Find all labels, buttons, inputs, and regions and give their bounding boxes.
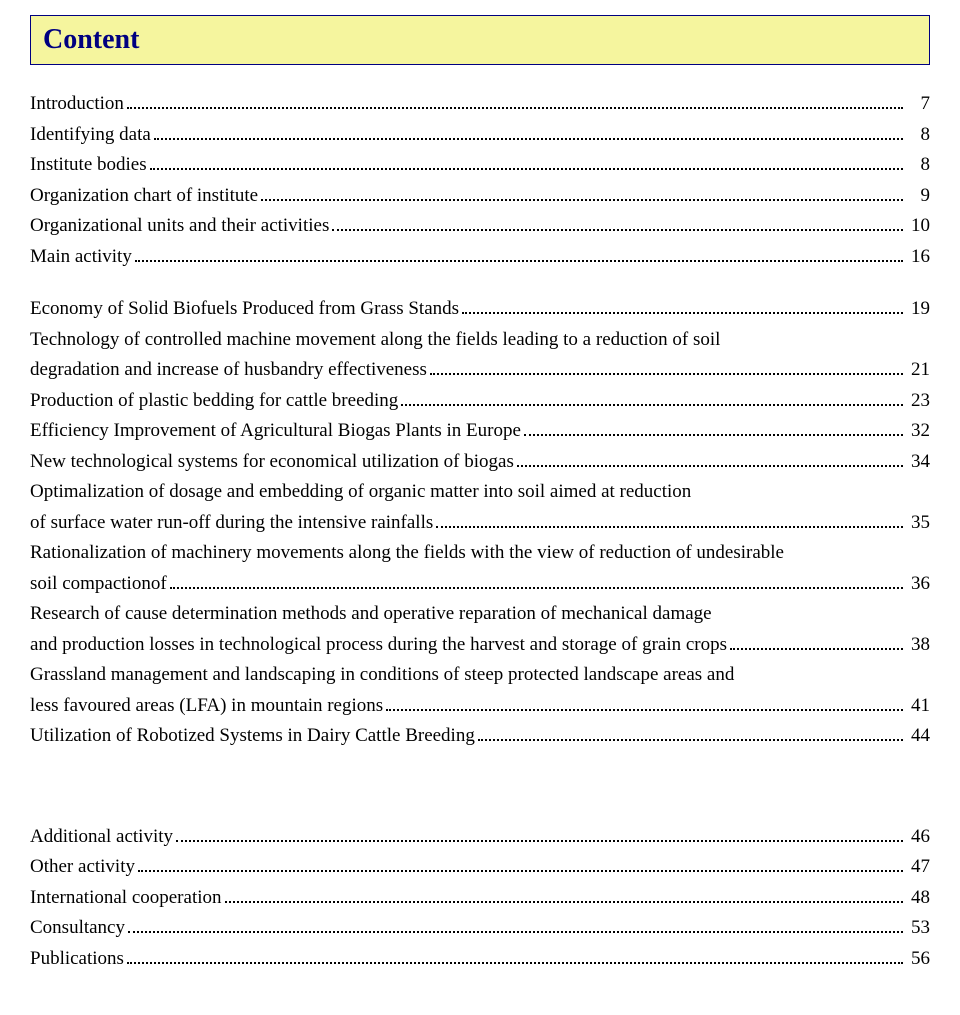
toc-leader-dots bbox=[401, 404, 903, 406]
toc-entry-page: 9 bbox=[906, 182, 930, 211]
toc-entry-label: soil compactionof bbox=[30, 570, 167, 599]
toc-leader-dots bbox=[150, 168, 903, 170]
title-box: Content bbox=[30, 15, 930, 65]
toc-entry: and production losses in technological p… bbox=[30, 631, 930, 660]
toc-entry: Economy of Solid Biofuels Produced from … bbox=[30, 295, 930, 324]
toc-entry-label: Publications bbox=[30, 945, 124, 974]
toc-entry-label: Organization chart of institute bbox=[30, 182, 258, 211]
toc-entry: Utilization of Robotized Systems in Dair… bbox=[30, 722, 930, 751]
toc-entry-page: 53 bbox=[906, 914, 930, 943]
toc-entry: Organization chart of institute 9 bbox=[30, 182, 930, 211]
toc-entry-label: Main activity bbox=[30, 243, 132, 272]
toc-leader-dots bbox=[138, 870, 903, 872]
page-title: Content bbox=[43, 24, 917, 56]
toc-entry: Organizational units and their activitie… bbox=[30, 212, 930, 241]
toc-entry-page: 44 bbox=[906, 722, 930, 751]
toc-entry-line: Research of cause determination methods … bbox=[30, 600, 930, 629]
toc-entry-page: 34 bbox=[906, 448, 930, 477]
toc-entry-label: Economy of Solid Biofuels Produced from … bbox=[30, 295, 459, 324]
toc-entry-page: 10 bbox=[906, 212, 930, 241]
toc-leader-dots bbox=[127, 107, 903, 109]
toc-entry-label: Introduction bbox=[30, 90, 124, 119]
toc-entry: Production of plastic bedding for cattle… bbox=[30, 387, 930, 416]
toc-entry-label: and production losses in technological p… bbox=[30, 631, 727, 660]
toc-entry-page: 32 bbox=[906, 417, 930, 446]
toc-leader-dots bbox=[730, 648, 903, 650]
toc-entry-line: Optimalization of dosage and embedding o… bbox=[30, 478, 930, 507]
toc-entry-label: Utilization of Robotized Systems in Dair… bbox=[30, 722, 475, 751]
toc-entry-page: 8 bbox=[906, 121, 930, 150]
toc-leader-dots bbox=[332, 229, 903, 231]
toc-leader-dots bbox=[261, 199, 903, 201]
toc-entry: Institute bodies 8 bbox=[30, 151, 930, 180]
toc-entry-line: Rationalization of machinery movements a… bbox=[30, 539, 930, 568]
toc-entry: less favoured areas (LFA) in mountain re… bbox=[30, 692, 930, 721]
toc-entry-page: 41 bbox=[906, 692, 930, 721]
toc-entry-label: Institute bodies bbox=[30, 151, 147, 180]
toc-leader-dots bbox=[225, 901, 903, 903]
toc-entry: of surface water run-off during the inte… bbox=[30, 509, 930, 538]
toc-entry-label: Other activity bbox=[30, 853, 135, 882]
toc-leader-dots bbox=[386, 709, 903, 711]
toc-leader-dots bbox=[462, 312, 903, 314]
toc-entry: Other activity 47 bbox=[30, 853, 930, 882]
section-spacer bbox=[30, 753, 930, 823]
toc-leader-dots bbox=[135, 260, 903, 262]
toc-entry: Consultancy 53 bbox=[30, 914, 930, 943]
toc-leader-dots bbox=[176, 840, 903, 842]
toc-entry: International cooperation 48 bbox=[30, 884, 930, 913]
toc-entry-label: Organizational units and their activitie… bbox=[30, 212, 329, 241]
table-of-contents: Introduction7Identifying data8Institute … bbox=[30, 90, 930, 973]
toc-entry: Introduction 7 bbox=[30, 90, 930, 119]
toc-entry-label: less favoured areas (LFA) in mountain re… bbox=[30, 692, 383, 721]
toc-entry-page: 36 bbox=[906, 570, 930, 599]
toc-entry: Main activity 16 bbox=[30, 243, 930, 272]
toc-entry-label: New technological systems for economical… bbox=[30, 448, 514, 477]
toc-leader-dots bbox=[154, 138, 903, 140]
toc-leader-dots bbox=[170, 587, 903, 589]
toc-leader-dots bbox=[430, 373, 903, 375]
toc-entry: Publications 56 bbox=[30, 945, 930, 974]
toc-entry-label: Efficiency Improvement of Agricultural B… bbox=[30, 417, 521, 446]
toc-entry-line: Technology of controlled machine movemen… bbox=[30, 326, 930, 355]
section-spacer bbox=[30, 273, 930, 295]
toc-leader-dots bbox=[524, 434, 903, 436]
toc-entry-page: 19 bbox=[906, 295, 930, 324]
toc-entry-page: 35 bbox=[906, 509, 930, 538]
toc-entry: degradation and increase of husbandry ef… bbox=[30, 356, 930, 385]
toc-entry-page: 23 bbox=[906, 387, 930, 416]
toc-leader-dots bbox=[436, 526, 903, 528]
toc-entry-label: of surface water run-off during the inte… bbox=[30, 509, 433, 538]
toc-entry-page: 48 bbox=[906, 884, 930, 913]
toc-entry-page: 56 bbox=[906, 945, 930, 974]
toc-entry-label: degradation and increase of husbandry ef… bbox=[30, 356, 427, 385]
toc-entry-page: 47 bbox=[906, 853, 930, 882]
toc-entry: Efficiency Improvement of Agricultural B… bbox=[30, 417, 930, 446]
toc-entry-label: International cooperation bbox=[30, 884, 222, 913]
toc-leader-dots bbox=[128, 931, 903, 933]
toc-entry-page: 38 bbox=[906, 631, 930, 660]
toc-entry-page: 8 bbox=[906, 151, 930, 180]
page: Content Introduction7Identifying data8In… bbox=[0, 0, 960, 1015]
toc-entry-label: Production of plastic bedding for cattle… bbox=[30, 387, 398, 416]
toc-entry-page: 21 bbox=[906, 356, 930, 385]
toc-entry-page: 16 bbox=[906, 243, 930, 272]
toc-entry: Identifying data 8 bbox=[30, 121, 930, 150]
toc-entry: New technological systems for economical… bbox=[30, 448, 930, 477]
toc-entry: soil compactionof 36 bbox=[30, 570, 930, 599]
toc-entry-label: Identifying data bbox=[30, 121, 151, 150]
toc-entry-line: Grassland management and landscaping in … bbox=[30, 661, 930, 690]
toc-entry-page: 7 bbox=[906, 90, 930, 119]
toc-entry-label: Consultancy bbox=[30, 914, 125, 943]
toc-leader-dots bbox=[517, 465, 903, 467]
toc-leader-dots bbox=[478, 739, 903, 741]
toc-leader-dots bbox=[127, 962, 903, 964]
